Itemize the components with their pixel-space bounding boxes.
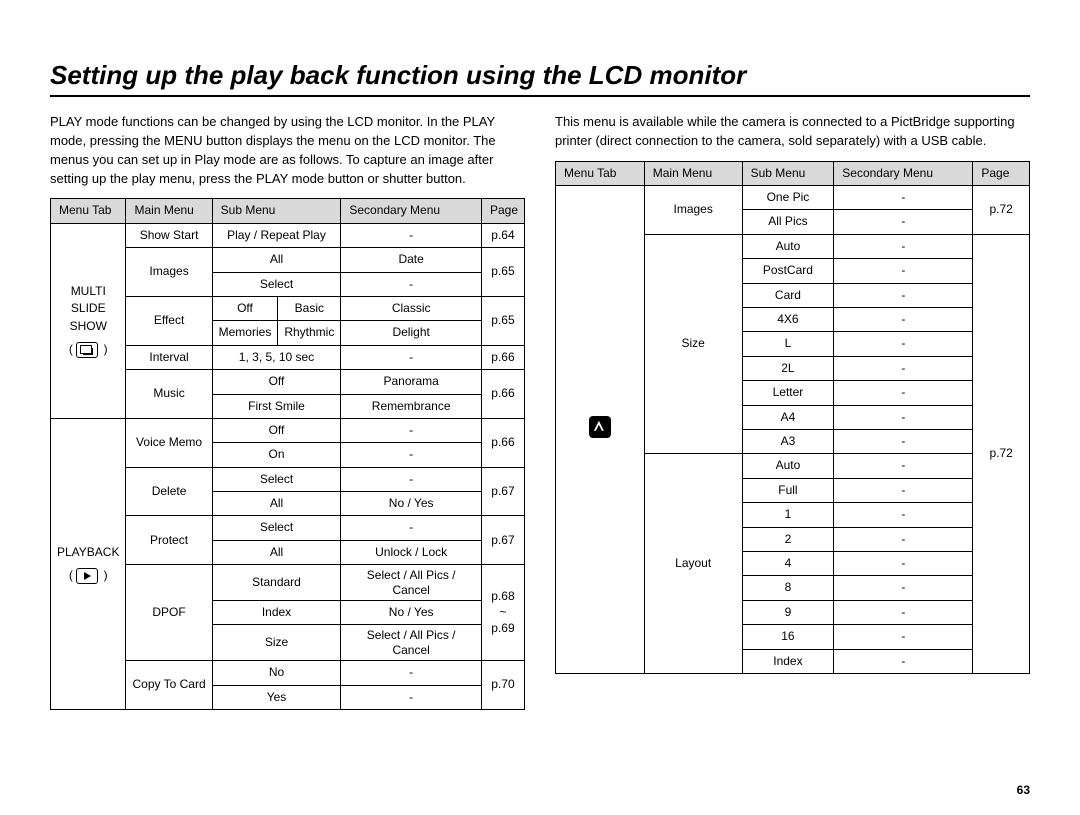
th-menu-tab-2: Menu Tab xyxy=(556,161,645,185)
page-title: Setting up the play back function using … xyxy=(50,60,1030,91)
page-number: 63 xyxy=(1017,783,1030,797)
playback-icon xyxy=(76,568,98,584)
tab-pictbridge xyxy=(556,186,645,674)
pictbridge-menu-table: Menu Tab Main Menu Sub Menu Secondary Me… xyxy=(555,161,1030,674)
th-main-menu: Main Menu xyxy=(126,199,212,223)
th-secondary: Secondary Menu xyxy=(341,199,482,223)
th-sub-menu: Sub Menu xyxy=(212,199,341,223)
tab-multi-slide-show: MULTI SLIDE SHOW ( ) xyxy=(51,223,126,418)
th-page: Page xyxy=(481,199,524,223)
playback-menu-table: Menu Tab Main Menu Sub Menu Secondary Me… xyxy=(50,198,525,710)
th-menu-tab: Menu Tab xyxy=(51,199,126,223)
slideshow-icon xyxy=(76,342,98,358)
pictbridge-icon xyxy=(589,416,611,438)
right-column: This menu is available while the camera … xyxy=(555,113,1030,710)
th-sub-menu-2: Sub Menu xyxy=(742,161,834,185)
intro-left: PLAY mode functions can be changed by us… xyxy=(50,113,525,188)
title-underline xyxy=(50,95,1030,97)
left-column: PLAY mode functions can be changed by us… xyxy=(50,113,525,710)
th-secondary-2: Secondary Menu xyxy=(834,161,973,185)
tab-playback: PLAYBACK ( ) xyxy=(51,418,126,709)
intro-right: This menu is available while the camera … xyxy=(555,113,1030,151)
th-main-menu-2: Main Menu xyxy=(644,161,742,185)
th-page-2: Page xyxy=(973,161,1030,185)
